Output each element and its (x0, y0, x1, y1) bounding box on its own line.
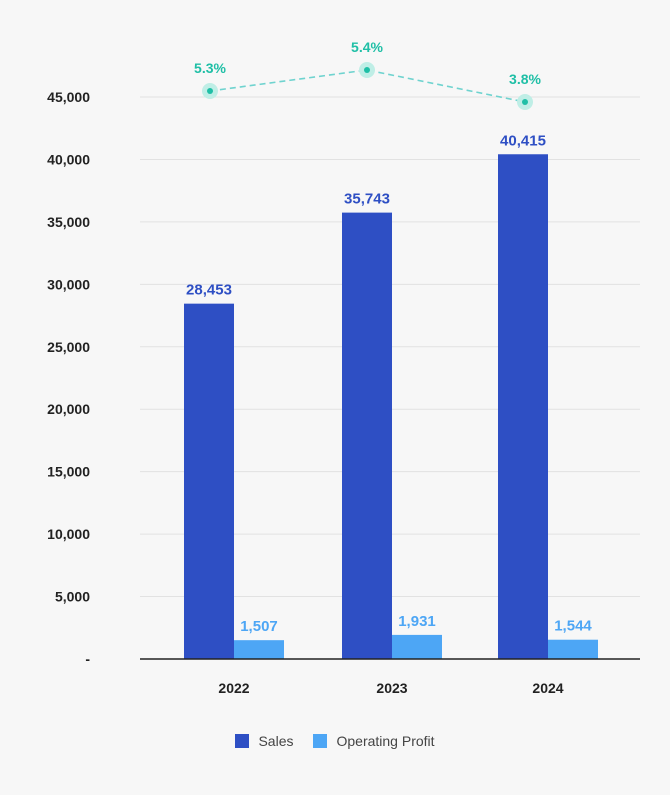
bar-sales (342, 212, 392, 659)
y-axis: - 5,000 10,000 15,000 20,000 25,000 30,000 35,0… (47, 89, 90, 667)
data-label-operating-profit: 1,507 (240, 618, 278, 635)
legend: Sales Operating Profit (0, 733, 670, 749)
bar-operating-profit (548, 639, 598, 659)
margin-point (207, 88, 213, 94)
y-tick-label: 20,000 (47, 401, 90, 417)
bar-operating-profit (392, 634, 442, 659)
bar-sales (184, 303, 234, 659)
x-axis: 2022 2023 2024 (218, 680, 563, 696)
data-label-sales: 40,415 (500, 132, 546, 149)
y-tick-label: 45,000 (47, 89, 90, 105)
margin-point (522, 99, 528, 105)
data-label-sales: 35,743 (344, 191, 390, 208)
data-label-operating-profit: 1,544 (554, 618, 592, 635)
margin-point (364, 67, 370, 73)
bars: 28,453 1,507 35,743 1,931 40,415 1,544 (184, 132, 598, 660)
chart: - 5,000 10,000 15,000 20,000 25,000 30,000 35,0… (47, 39, 640, 696)
y-tick-label: 15,000 (47, 464, 90, 480)
margin-line-path (209, 69, 526, 103)
x-tick-label: 2024 (532, 680, 563, 696)
y-tick-label: 10,000 (47, 526, 90, 542)
y-tick-label: 25,000 (47, 339, 90, 355)
bar-sales (498, 154, 548, 660)
y-tick-label: 40,000 (47, 151, 90, 167)
margin-label: 5.4% (351, 39, 383, 55)
y-tick-label: 30,000 (47, 276, 90, 292)
margin-label: 5.3% (194, 60, 226, 76)
y-tick-label: 5,000 (55, 589, 90, 605)
margin-line: 5.3% 5.4% 3.8% (194, 39, 542, 110)
y-tick-label: - (85, 651, 90, 667)
legend-item-sales[interactable]: Sales (235, 733, 293, 749)
margin-label: 3.8% (509, 71, 541, 87)
legend-item-operating-profit[interactable]: Operating Profit (313, 733, 435, 749)
data-label-operating-profit: 1,931 (398, 613, 436, 630)
data-label-sales: 28,453 (186, 282, 232, 299)
x-tick-label: 2023 (376, 680, 407, 696)
legend-label-sales: Sales (258, 733, 294, 749)
x-tick-label: 2022 (218, 680, 249, 696)
legend-swatch-sales (235, 734, 250, 748)
y-tick-label: 35,000 (47, 214, 90, 230)
legend-label-operating-profit: Operating Profit (336, 733, 435, 749)
legend-swatch-operating-profit (313, 734, 328, 748)
bar-operating-profit (234, 640, 284, 659)
